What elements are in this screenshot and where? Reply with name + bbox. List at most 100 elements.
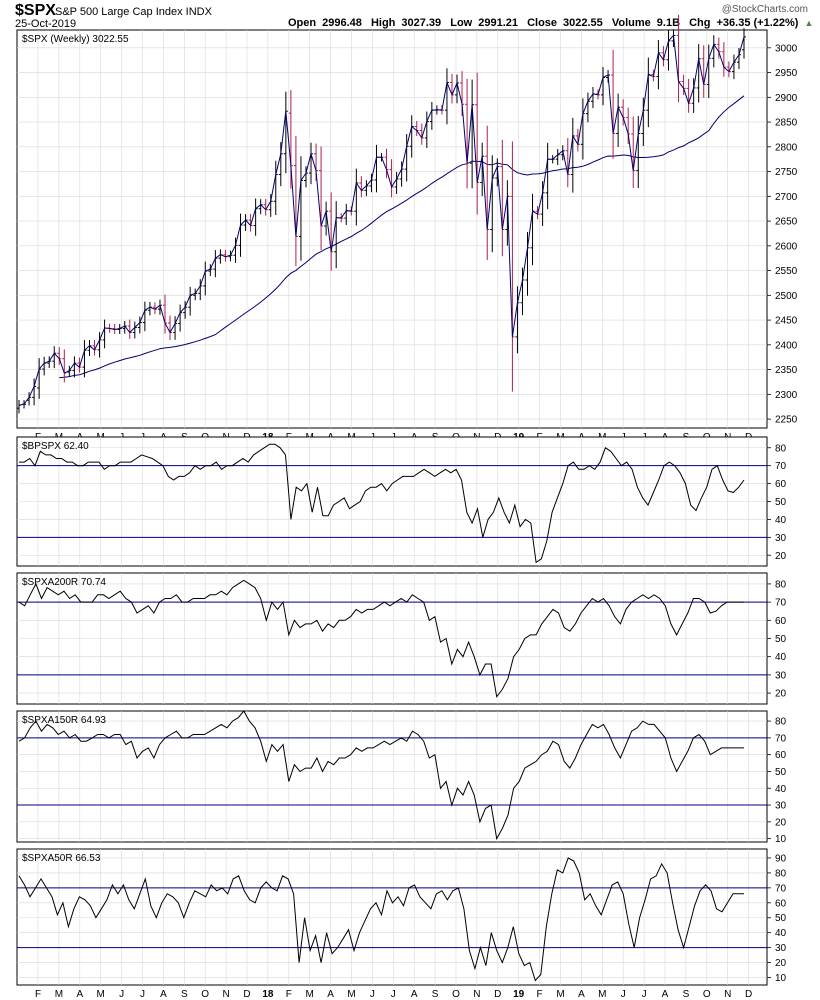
volume-label: Volume [611,17,651,29]
low-value: 2991.21 [478,17,518,29]
volume-value: 9.1B [656,17,681,29]
y-tick-label: 10 [775,973,787,984]
low-label: Low [450,17,473,29]
y-tick-label: 3000 [775,43,798,54]
y-tick-label: 20 [775,817,787,828]
y-tick-label: 2850 [775,118,798,129]
panel-legend: $BPSPX 62.40 [22,441,89,452]
x-tick-label: S [432,989,439,1000]
x-tick-label: F [286,989,292,1000]
y-tick-label: 70 [775,598,787,609]
y-tick-label: 2950 [775,68,798,79]
quote-summary: Open 2996.48 High 3027.39 Low 2991.21 Close… [288,17,819,29]
y-tick-label: 70 [775,733,787,744]
x-tick-label: M [97,989,105,1000]
panel-frame [16,848,768,986]
breadth-panel-spxa50r: 10 20 30 40 50 60 70 80 90 $SPXA50R 66.53 F M A M J J A S… [16,848,787,1000]
ohlc-bar [742,28,746,59]
x-tick-label: M [598,989,606,1000]
x-tick-label: F [35,989,41,1000]
x-tick-label: A [411,989,418,1000]
y-tick-label: 40 [775,928,787,939]
y-tick-label: 30 [775,801,787,812]
y-tick-label: 70 [775,461,787,472]
y-tick-label: 50 [775,767,787,778]
y-tick-label: 80 [775,579,787,590]
open-label: Open [288,17,317,29]
y-tick-label: 40 [775,784,787,795]
breadth-line [19,443,745,564]
panel-legend: $SPX (Weekly) 3022.55 [22,34,129,45]
y-tick-label: 90 [775,853,787,864]
y-tick-label: 2750 [775,167,798,178]
panel-frame [16,29,768,429]
y-tick-label: 2550 [775,266,798,277]
y-tick-label: 2250 [775,415,798,426]
x-tick-label: M [347,989,355,1000]
close-label: Close [527,17,558,29]
x-tick-label: S [181,989,188,1000]
price-panel: 2250 2300 2350 2400 2450 2500 2550 2600 2650 2700… [16,14,798,443]
y-tick-label: 2500 [775,291,798,302]
y-tick-label: 20 [775,551,787,562]
x-tick-label: A [662,989,669,1000]
y-tick-label: 30 [775,943,787,954]
x-tick-label: O [703,989,711,1000]
chg-value: +36.35 (+1.22%) [716,17,799,29]
panel-legend: $SPXA150R 64.93 [22,715,106,726]
y-tick-label: 2600 [775,241,798,252]
y-tick-label: 2800 [775,142,798,153]
x-tick-label: D [745,989,752,1000]
high-value: 3027.39 [401,17,442,29]
quote-date: 25-Oct-2019 [15,18,77,30]
x-tick-label: M [306,989,314,1000]
x-tick-label: J [621,989,626,1000]
x-tick-label: J [119,989,124,1000]
breadth-panel-spxa150r: 10 20 30 40 50 60 70 80 $SPXA150R 64.93 [16,710,787,845]
y-tick-label: 50 [775,497,787,508]
y-tick-label: 2300 [775,390,798,401]
y-tick-label: 40 [775,515,787,526]
x-tick-label: F [537,989,543,1000]
x-tick-label: A [160,989,167,1000]
y-tick-label: 30 [775,670,787,681]
x-tick-label: J [391,989,396,1000]
y-tick-label: 2400 [775,340,798,351]
y-tick-label: 2700 [775,192,798,203]
breadth-line [18,710,744,841]
symbol: $SPX [15,2,56,19]
breadth-panel-spxa200r: 20 30 40 50 60 70 80 $SPXA200R 70.74 [16,572,787,705]
x-tick-label: S [683,989,690,1000]
chg-label: Chg [689,17,711,29]
x-tick-label: M [55,989,63,1000]
y-tick-label: 2450 [775,316,798,327]
y-tick-label: 80 [775,717,787,728]
y-tick-label: 60 [775,479,787,490]
panel-legend: $SPXA50R 66.53 [22,853,101,864]
breadth-line [18,579,744,698]
x-tick-label: M [556,989,564,1000]
x-tick-label: 18 [262,989,274,1000]
breadth-panel-bpspx: 20 30 40 50 60 70 80 $BPSPX 62.40 [16,436,787,567]
close-value: 3022.55 [563,17,603,29]
y-tick-label: 60 [775,750,787,761]
y-tick-label: 60 [775,898,787,909]
y-tick-label: 20 [775,689,787,700]
y-tick-label: 80 [775,868,787,879]
x-tick-label: N [473,989,480,1000]
y-tick-label: 40 [775,652,787,663]
y-tick-label: 20 [775,958,787,969]
y-tick-label: 2650 [775,217,798,228]
y-tick-label: 80 [775,443,787,454]
x-tick-label: O [201,989,209,1000]
x-tick-label: N [724,989,731,1000]
x-tick-label: A [578,989,585,1000]
x-tick-label: 19 [513,989,525,1000]
x-tick-label: J [370,989,375,1000]
x-tick-label: D [494,989,501,1000]
y-tick-label: 2350 [775,365,798,376]
panel-legend: $SPXA200R 70.74 [22,577,106,588]
y-tick-label: 60 [775,616,787,627]
panel-frame [16,710,768,843]
